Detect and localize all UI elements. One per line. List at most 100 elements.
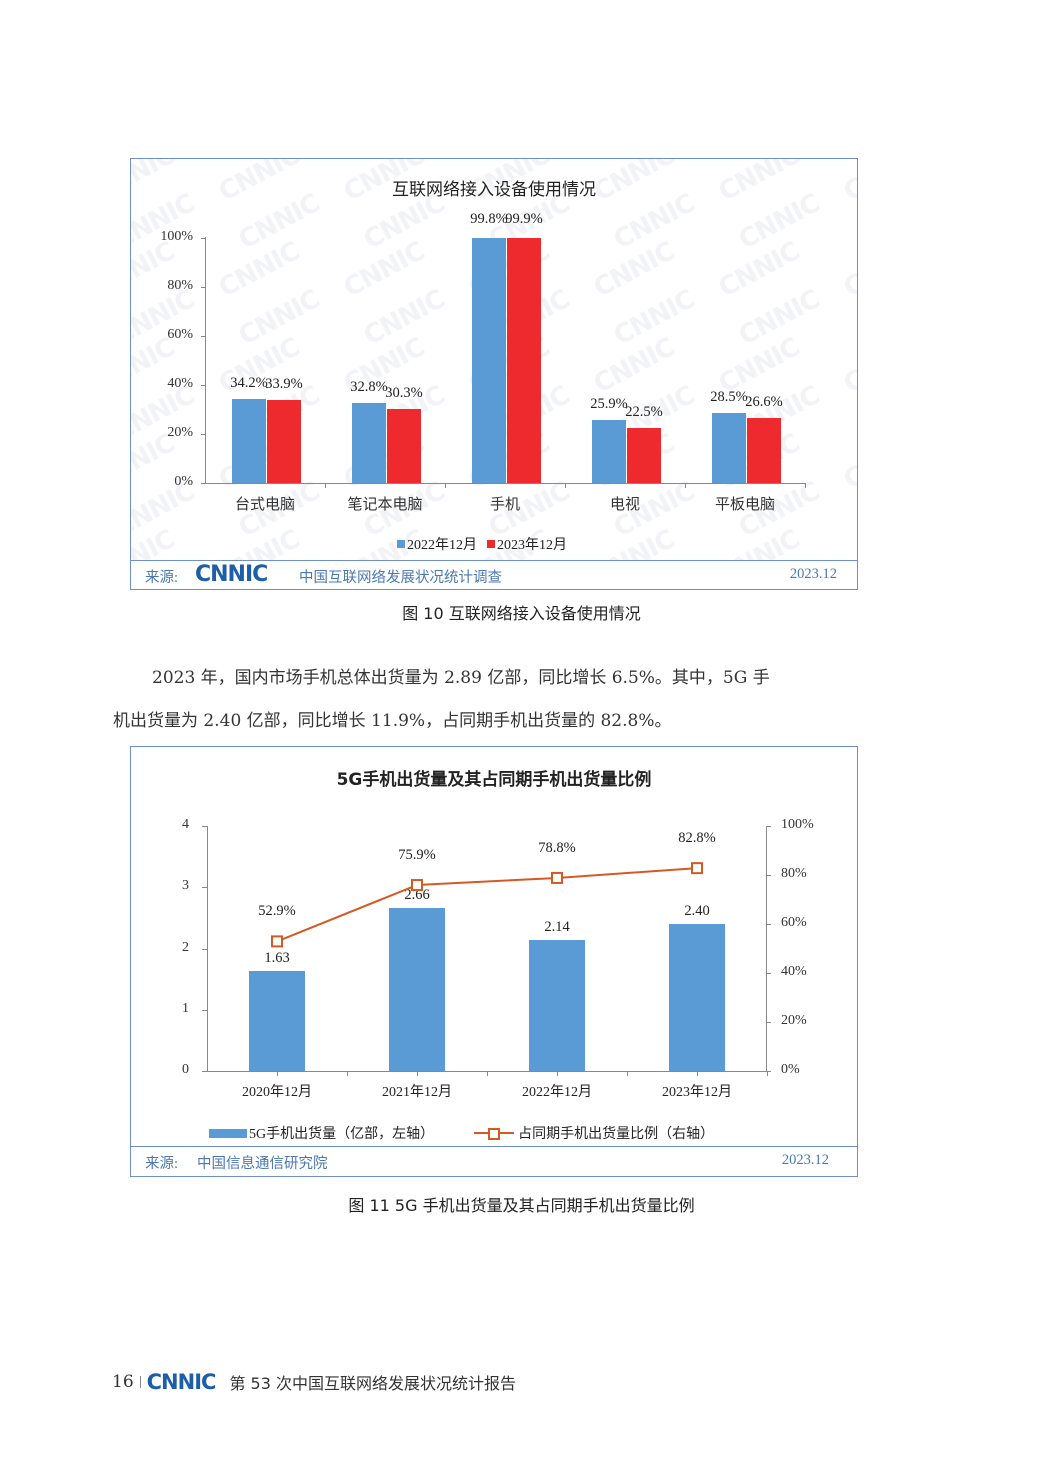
bar-2022 <box>352 402 386 483</box>
source-date: 2023.12 <box>781 1152 829 1168</box>
source-label: 来源: <box>145 570 179 586</box>
y-tick <box>201 483 206 484</box>
bar-2022 <box>712 413 746 483</box>
shipment-bar <box>389 908 445 1071</box>
figure11-chart-frame: 5G手机出货量及其占同期手机出货量比例 0 1 2 3 4 0% 20% 40% 60% 80% 1… <box>130 746 858 1177</box>
bar-2022 <box>232 399 266 483</box>
shipment-bar <box>669 924 725 1071</box>
right-y-tick <box>766 1071 771 1072</box>
bar-value-label: 32.8% <box>350 378 388 395</box>
right-y-tick-label: 20% <box>781 1013 807 1028</box>
line-marker-square <box>411 879 423 892</box>
left-y-tick <box>202 948 207 950</box>
watermark-text: CNNIC <box>359 284 450 352</box>
right-y-tick-label: 0% <box>781 1062 800 1077</box>
source-text: 中国信息通信研究院 <box>197 1156 328 1172</box>
bar-value-label: 25.9% <box>590 395 628 412</box>
y-tick <box>201 336 206 337</box>
bar-value-label: 2.40 <box>684 903 710 919</box>
line-value-label: 75.9% <box>398 847 436 864</box>
chart-title: 互联网络接入设备使用情况 <box>392 180 596 200</box>
body-paragraph-line1: 2023 年，国内市场手机总体出货量为 2.89 亿部，同比增长 6.5%。其中… <box>152 668 770 688</box>
line-marker-square <box>551 871 563 884</box>
x-category-label: 台式电脑 <box>234 495 295 513</box>
x-tick <box>565 483 566 488</box>
x-category-label: 电视 <box>609 495 640 513</box>
line-value-label: 52.9% <box>258 903 296 920</box>
right-y-tick-label: 60% <box>781 915 807 930</box>
source-date: 2023.12 <box>789 566 837 582</box>
bar-2023 <box>387 408 421 483</box>
left-y-tick <box>202 1009 207 1011</box>
y-tick <box>201 385 206 386</box>
x-tick <box>627 1071 628 1076</box>
right-y-tick <box>766 826 771 827</box>
watermark-text: CNNIC <box>839 236 858 304</box>
watermark-text: CNNIC <box>589 236 680 304</box>
x-tick <box>557 1071 558 1076</box>
line-value-label: 82.8% <box>678 830 716 847</box>
cnnic-logo: CNNIC <box>195 562 268 587</box>
right-y-tick <box>766 973 771 974</box>
line-marker-square <box>691 862 703 875</box>
x-tick <box>767 1071 768 1076</box>
x-axis <box>205 483 805 484</box>
left-y-axis <box>207 826 208 1071</box>
x-tick <box>325 483 326 488</box>
chart-title: 5G手机出货量及其占同期手机出货量比例 <box>336 770 652 790</box>
bar-2022 <box>472 238 506 483</box>
bar-value-label: 30.3% <box>385 384 423 401</box>
bar-value-label: 99.8% <box>470 211 508 228</box>
bar-value-label: 33.9% <box>265 375 303 392</box>
page-footer: 16 CNNIC 第 53 次中国互联网络发展状况统计报告 <box>112 1370 516 1394</box>
right-y-tick-label: 40% <box>781 964 807 979</box>
y-tick <box>201 238 206 239</box>
x-tick <box>487 1071 488 1076</box>
watermark-text: CNNIC <box>714 236 805 304</box>
body-paragraph-line2: 机出货量为 2.40 亿部，同比增长 11.9%，占同期手机出货量的 82.8%… <box>113 711 672 731</box>
right-y-tick <box>766 924 771 925</box>
right-y-tick-label: 80% <box>781 866 807 881</box>
x-tick <box>805 483 806 488</box>
x-category-label: 2021年12月 <box>382 1085 452 1100</box>
line-value-label: 78.8% <box>538 839 576 856</box>
x-category-label: 手机 <box>489 495 520 513</box>
y-tick-label: 20% <box>167 425 193 440</box>
shipment-bar <box>529 939 585 1071</box>
x-tick <box>685 483 686 488</box>
figure10-caption: 图 10 互联网络接入设备使用情况 <box>402 604 641 623</box>
legend-swatch-2022 <box>397 540 405 548</box>
x-tick <box>347 1071 348 1076</box>
right-y-axis <box>766 826 767 1071</box>
left-y-tick <box>202 1071 207 1072</box>
watermark-text: CNNIC <box>589 332 680 400</box>
bar-value-label: 1.63 <box>264 950 290 967</box>
chart-legend: 5G手机出货量（亿部，左轴） 占同期手机出货量比例（右轴） <box>209 1123 714 1143</box>
source-bar: 来源: 中国信息通信研究院 2023.12 <box>131 1146 857 1175</box>
page-number: 16 <box>112 1372 134 1392</box>
watermark-text: CNNIC <box>609 284 700 352</box>
y-tick-label: 80% <box>167 278 193 293</box>
left-y-tick-label: 4 <box>182 817 189 832</box>
legend-swatch-2023 <box>487 540 495 548</box>
left-y-tick-label: 3 <box>182 878 189 894</box>
legend-label-bar: 5G手机出货量（亿部，左轴） <box>249 1127 435 1142</box>
footer-divider <box>139 1376 141 1388</box>
x-category-label: 2022年12月 <box>522 1085 592 1100</box>
left-y-tick-label: 1 <box>182 1000 189 1016</box>
shipment-bar <box>249 971 305 1071</box>
ratio-line <box>271 862 703 948</box>
bar-value-label: 26.6% <box>745 393 783 410</box>
watermark-text: CNNIC <box>339 236 430 304</box>
left-y-tick-label: 0 <box>182 1062 189 1077</box>
left-y-tick-label: 2 <box>182 939 189 955</box>
bar-2023 <box>507 238 541 483</box>
x-tick <box>277 1071 278 1076</box>
watermark-text: CNNIC <box>234 284 325 352</box>
x-category-label: 2023年12月 <box>662 1085 732 1100</box>
x-category-label: 平板电脑 <box>714 495 775 513</box>
chart-legend: 2022年12月 2023年12月 <box>397 534 567 554</box>
y-tick-label: 100% <box>160 229 193 244</box>
y-axis <box>205 237 206 483</box>
footer-report-title: 第 53 次中国互联网络发展状况统计报告 <box>229 1374 516 1393</box>
